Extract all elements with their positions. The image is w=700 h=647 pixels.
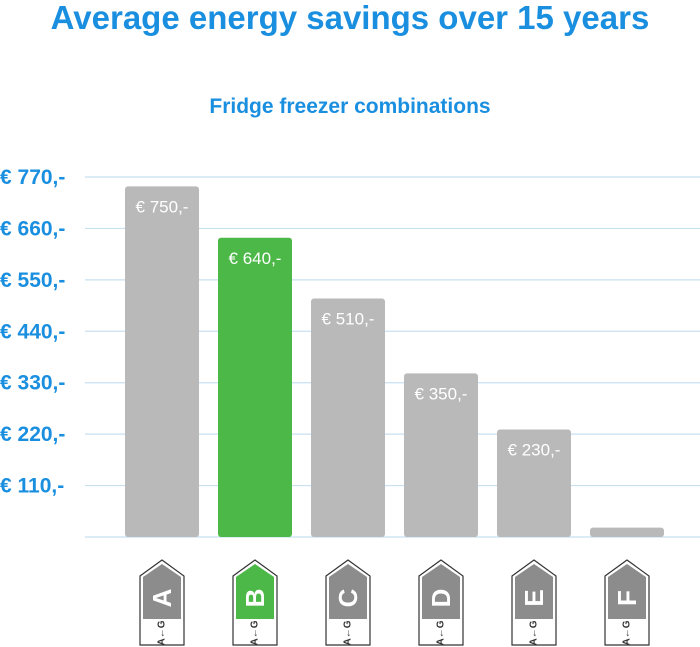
y-tick-label: € 550,-: [0, 269, 65, 292]
energy-scale-text: A←G: [250, 620, 261, 645]
energy-class-letter: C: [333, 588, 363, 607]
y-tick-label: € 330,-: [0, 372, 65, 395]
energy-label-D: D A←G: [418, 559, 464, 646]
energy-scale-text: A←G: [343, 620, 354, 645]
energy-label-F: F A←G: [604, 559, 650, 646]
energy-label-fill: [608, 564, 646, 619]
bar-C: [311, 298, 385, 537]
bars: € 750,- € 640,- € 510,- € 350,- € 230,-: [125, 186, 664, 537]
bar-B: [218, 237, 292, 537]
energy-label-fill: [422, 564, 460, 619]
energy-class-letter: B: [240, 589, 270, 608]
energy-label-fill: [515, 564, 553, 619]
y-tick-label: € 220,-: [0, 423, 65, 446]
chart-title: Average energy savings over 15 years: [50, 0, 650, 36]
energy-scale-text: A←G: [529, 620, 540, 645]
energy-scale-text: A←G: [157, 620, 168, 645]
bar-value-label: € 640,-: [229, 249, 282, 268]
energy-scale-text: A←G: [436, 620, 447, 645]
y-tick-label: € 110,-: [0, 475, 64, 498]
bar-D: [404, 373, 478, 537]
energy-label-fill: [236, 564, 274, 619]
bar-value-label: € 510,-: [322, 310, 375, 329]
bar-value-label: € 350,-: [415, 384, 468, 403]
energy-scale-text: A←G: [622, 620, 633, 645]
y-tick-label: € 770,-: [0, 166, 65, 189]
y-tick-label: € 440,-: [0, 320, 65, 343]
energy-label-A: A A←G: [139, 559, 185, 646]
chart-subtitle: Fridge freezer combinations: [209, 95, 491, 118]
energy-class-letter: E: [519, 589, 549, 606]
bar-E: [497, 429, 571, 537]
bar-value-label: € 230,-: [508, 440, 561, 459]
energy-label-E: E A←G: [511, 559, 557, 646]
energy-label-fill: [143, 564, 181, 619]
bar-A: [125, 186, 199, 537]
energy-class-letter: A: [147, 588, 177, 607]
energy-label-C: C A←G: [325, 559, 371, 646]
energy-labels: A A←G B A←G C A←G D A←G E A←G F A←G: [139, 559, 650, 646]
bar-F: [590, 527, 664, 537]
energy-label-fill: [329, 564, 367, 619]
energy-label-B: B A←G: [232, 559, 278, 646]
energy-class-letter: D: [426, 589, 456, 608]
y-tick-label: € 660,-: [0, 217, 65, 240]
y-axis: € 110,- € 220,- € 330,- € 440,- € 550,- € 660…: [0, 166, 65, 498]
energy-class-letter: F: [612, 590, 642, 606]
bar-value-label: € 750,-: [136, 197, 189, 216]
